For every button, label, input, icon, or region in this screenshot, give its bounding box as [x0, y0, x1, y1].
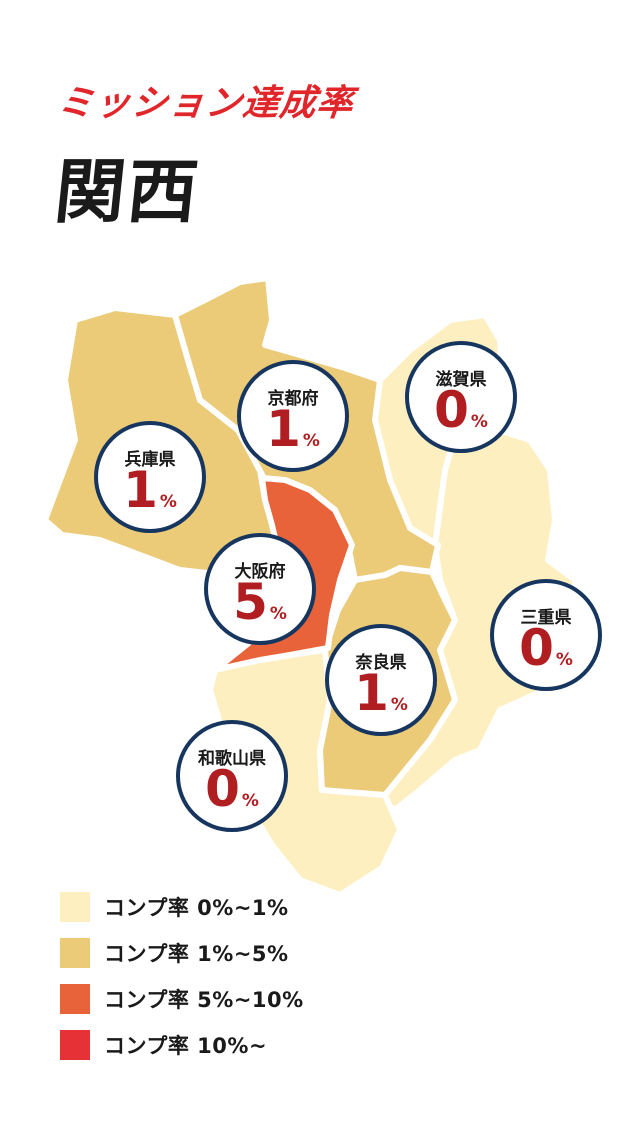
- prefecture-name: 奈良県: [355, 653, 407, 673]
- percent-unit: %: [302, 431, 320, 451]
- percent-unit: %: [555, 650, 573, 670]
- percent-unit: %: [470, 412, 488, 432]
- legend-label: コンプ率 10%~: [104, 1034, 268, 1058]
- prefecture-name: 京都府: [267, 389, 319, 409]
- completion-value: 5: [233, 573, 268, 631]
- legend-swatch: [60, 1030, 90, 1060]
- prefecture-name: 和歌山県: [198, 749, 266, 769]
- completion-value: 0: [205, 760, 240, 818]
- badge-mie[interactable]: 三重県 0%: [490, 579, 602, 691]
- prefecture-name: 滋賀県: [435, 370, 487, 390]
- legend-swatch: [60, 984, 90, 1014]
- legend-label: コンプ率 5%~10%: [104, 988, 304, 1012]
- legend-label: コンプ率 1%~5%: [104, 942, 289, 966]
- badge-kyoto[interactable]: 京都府 1%: [237, 360, 349, 472]
- prefecture-name: 兵庫県: [124, 450, 176, 470]
- completion-value: 0: [434, 381, 469, 439]
- percent-unit: %: [390, 695, 408, 715]
- completion-value: 1: [266, 400, 301, 458]
- badge-osaka[interactable]: 大阪府 5%: [204, 533, 316, 645]
- prefecture-name: 大阪府: [234, 562, 286, 582]
- percent-unit: %: [159, 492, 177, 512]
- badge-wakayama[interactable]: 和歌山県 0%: [176, 720, 288, 832]
- legend: コンプ率 0%~1% コンプ率 1%~5% コンプ率 5%~10% コンプ率 1…: [60, 890, 304, 1074]
- legend-item: コンプ率 1%~5%: [60, 936, 304, 970]
- prefecture-name: 三重県: [520, 608, 572, 628]
- percent-unit: %: [269, 604, 287, 624]
- badge-shiga[interactable]: 滋賀県 0%: [405, 341, 517, 453]
- completion-value: 1: [123, 461, 158, 519]
- percent-unit: %: [241, 791, 259, 811]
- completion-value: 0: [519, 619, 554, 677]
- legend-swatch: [60, 892, 90, 922]
- legend-swatch: [60, 938, 90, 968]
- legend-item: コンプ率 10%~: [60, 1028, 304, 1062]
- legend-item: コンプ率 0%~1%: [60, 890, 304, 924]
- legend-label: コンプ率 0%~1%: [104, 896, 289, 920]
- completion-value: 1: [354, 664, 389, 722]
- badge-hyogo[interactable]: 兵庫県 1%: [94, 421, 206, 533]
- badge-nara[interactable]: 奈良県 1%: [325, 624, 437, 736]
- legend-item: コンプ率 5%~10%: [60, 982, 304, 1016]
